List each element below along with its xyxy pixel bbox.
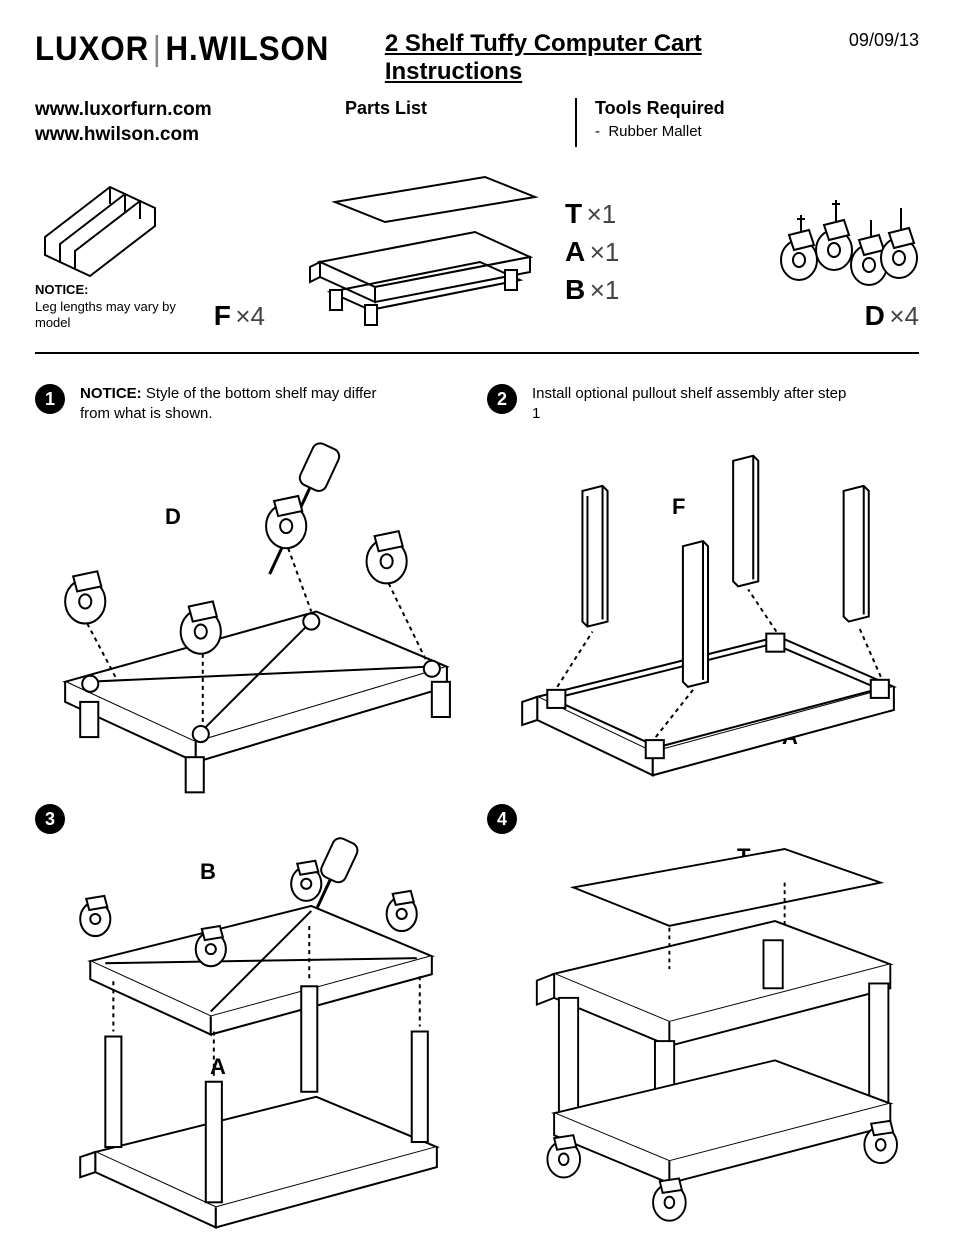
part-b-qty: ×1 bbox=[590, 275, 620, 305]
part-a-label: A bbox=[565, 236, 585, 267]
parts-row: NOTICE: Leg lengths may vary by model F … bbox=[35, 172, 919, 354]
part-tab-block: T ×1 A ×1 B ×1 bbox=[295, 172, 669, 332]
part-d-label: D bbox=[865, 300, 885, 331]
page-title: 2 Shelf Tuffy Computer Cart Instructions bbox=[385, 30, 819, 86]
part-f-label: F bbox=[214, 300, 231, 331]
step-2-text: Install optional pullout shelf assembly … bbox=[532, 384, 852, 423]
part-f-block: NOTICE: Leg lengths may vary by model F … bbox=[35, 182, 265, 333]
tools-title: Tools Required bbox=[595, 98, 725, 119]
logo-separator: | bbox=[153, 30, 162, 68]
date: 09/09/13 bbox=[849, 30, 919, 51]
url-block: www.luxorfurn.com www.hwilson.com bbox=[35, 98, 315, 147]
logo-left: LUXOR bbox=[35, 30, 149, 68]
legs-icon bbox=[35, 182, 155, 277]
part-b-label: B bbox=[565, 274, 585, 305]
step-1-number: 1 bbox=[35, 384, 65, 414]
part-t-label: T bbox=[565, 198, 582, 229]
shelf-assembly-icon bbox=[295, 172, 545, 332]
step-1: 1 NOTICE: Style of the bottom shelf may … bbox=[35, 384, 467, 794]
part-d-block: D ×4 bbox=[699, 195, 919, 332]
logo-right: H.WILSON bbox=[165, 30, 329, 68]
step-1-diagram bbox=[35, 429, 467, 794]
step-3-diagram bbox=[35, 849, 467, 1214]
step-4-number: 4 bbox=[487, 804, 517, 834]
tools-item: - Rubber Mallet bbox=[595, 123, 725, 140]
part-t-qty: ×1 bbox=[587, 199, 617, 229]
step-1-text: NOTICE: Style of the bottom shelf may di… bbox=[80, 384, 400, 423]
step-2-number: 2 bbox=[487, 384, 517, 414]
sub-header-row: www.luxorfurn.com www.hwilson.com Parts … bbox=[35, 98, 919, 147]
parts-list-heading: Parts List bbox=[345, 98, 545, 147]
url-1: www.luxorfurn.com bbox=[35, 98, 315, 123]
brand-logo: LUXOR|H.WILSON bbox=[35, 30, 329, 69]
part-f-notice: NOTICE: Leg lengths may vary by model bbox=[35, 282, 204, 333]
steps-grid: 1 NOTICE: Style of the bottom shelf may … bbox=[35, 384, 919, 1214]
tools-block: Tools Required - Rubber Mallet bbox=[575, 98, 725, 147]
part-d-qty: ×4 bbox=[889, 301, 919, 331]
step-2-diagram bbox=[487, 429, 919, 794]
step-4-diagram bbox=[487, 849, 919, 1214]
step-3-number: 3 bbox=[35, 804, 65, 834]
part-a-qty: ×1 bbox=[590, 237, 620, 267]
part-f-qty: ×4 bbox=[235, 301, 265, 331]
tab-labels: T ×1 A ×1 B ×1 bbox=[565, 198, 619, 306]
casters-icon bbox=[769, 195, 919, 295]
url-2: www.hwilson.com bbox=[35, 123, 315, 148]
step-4: 4 T bbox=[487, 804, 919, 1214]
step-3: 3 B A bbox=[35, 804, 467, 1214]
step-2: 2 Install optional pullout shelf assembl… bbox=[487, 384, 919, 794]
header-row: LUXOR|H.WILSON 2 Shelf Tuffy Computer Ca… bbox=[35, 30, 919, 86]
